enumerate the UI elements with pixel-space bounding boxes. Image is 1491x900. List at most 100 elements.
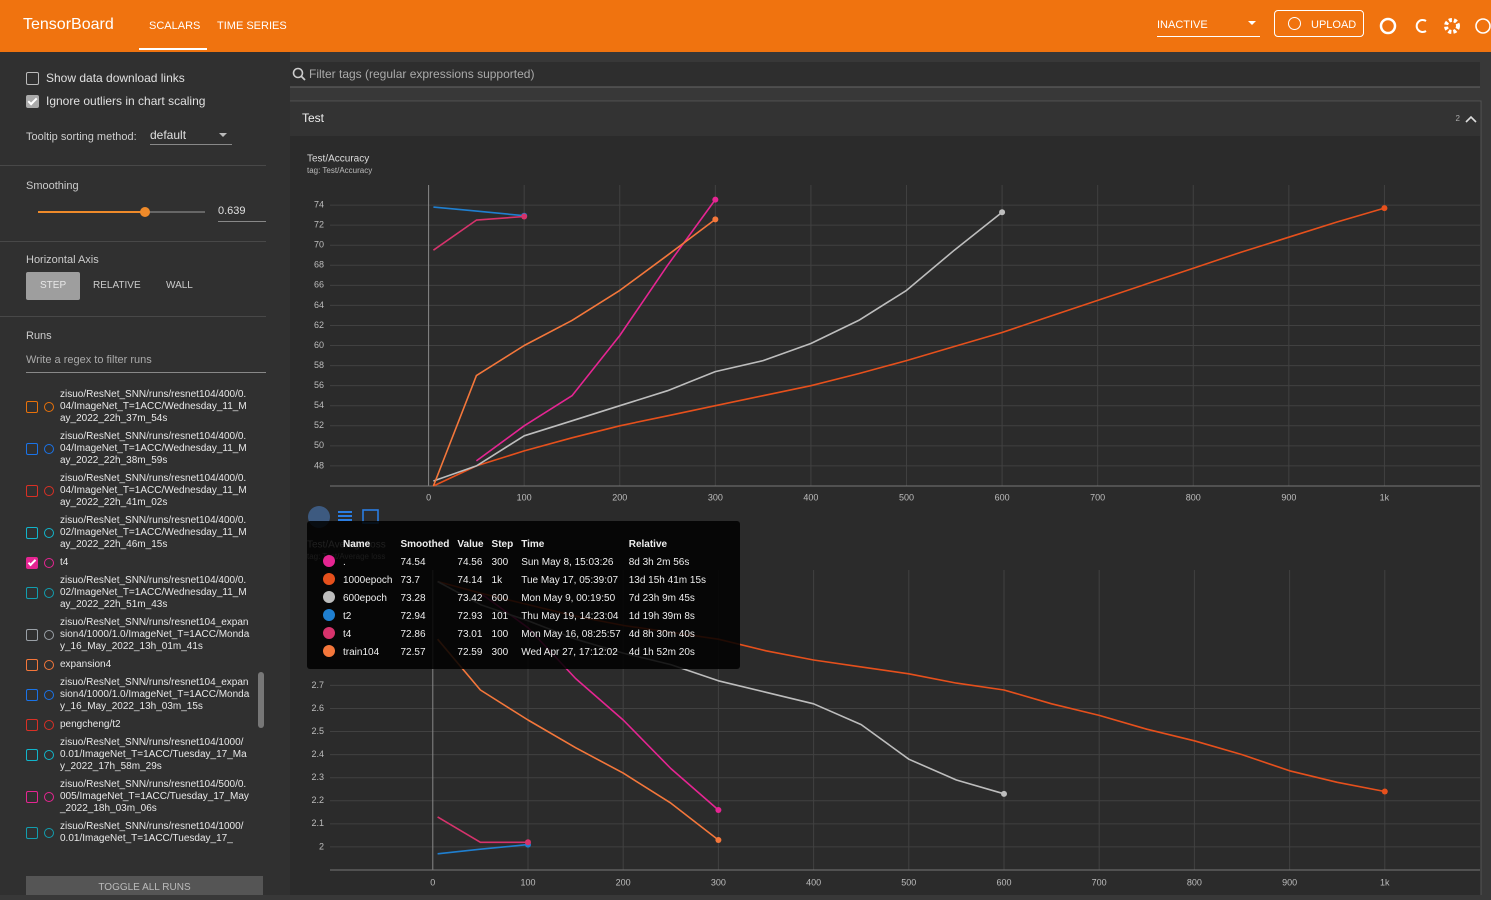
- series-end-point: [525, 839, 531, 846]
- tooltip-cell: 74.54: [400, 556, 426, 568]
- x-tick-label: 600: [995, 492, 1010, 502]
- axis-option[interactable]: WALL: [166, 280, 193, 291]
- tooltip-color: [323, 590, 335, 603]
- run-item[interactable]: zisuo/ResNet_SNN/runs/resnet104/400/0.02…: [26, 572, 266, 614]
- group-header[interactable]: [290, 102, 1480, 136]
- tooltip-header-cell: Step: [491, 538, 514, 550]
- axis-option[interactable]: STEP: [26, 272, 81, 300]
- run-name: zisuo/ResNet_SNN/runs/resnet104_expansio…: [60, 617, 250, 652]
- theme-icon[interactable]: [1379, 17, 1397, 35]
- info-icon: [1288, 17, 1301, 30]
- y-tick-label: 2.3: [311, 772, 324, 782]
- upload-label: UPLOAD: [1311, 19, 1357, 31]
- collapse-icon[interactable]: [1465, 115, 1477, 123]
- tooltip-cell: 72.57: [400, 646, 426, 658]
- run-item[interactable]: zisuo/ResNet_SNN/runs/resnet104/400/0.04…: [26, 386, 266, 428]
- tooltip-cell: Tue May 17, 05:39:07: [521, 574, 619, 586]
- smoothing-input[interactable]: 0.639: [218, 205, 266, 222]
- run-color: [44, 660, 54, 670]
- group-count: 2: [1456, 114, 1461, 123]
- run-checkbox[interactable]: [26, 827, 38, 839]
- run-item[interactable]: zisuo/ResNet_SNN/runs/resnet104/500/0.00…: [26, 776, 266, 818]
- tooltip-cell: Mon May 16, 08:25:57: [521, 628, 621, 640]
- tooltip-cell: 101: [491, 610, 509, 622]
- run-checkbox[interactable]: [26, 749, 38, 761]
- toggle-log-icon[interactable]: [338, 511, 352, 513]
- slider-thumb[interactable]: [139, 207, 150, 217]
- x-tick-label: 800: [1186, 492, 1201, 502]
- tab[interactable]: SCALARS: [149, 20, 201, 32]
- tooltip-sort-select[interactable]: default: [150, 128, 232, 145]
- reload-icon[interactable]: [1415, 19, 1427, 33]
- run-checkbox[interactable]: [26, 689, 38, 701]
- settings-icon[interactable]: [1444, 18, 1460, 34]
- y-tick-label: 64: [314, 300, 324, 310]
- x-tick-label: 100: [520, 877, 535, 887]
- tooltip-sort-value: default: [150, 128, 187, 142]
- x-tick-label: 100: [517, 492, 532, 502]
- series-end-point: [712, 196, 719, 203]
- dropdown-arrow: [219, 133, 227, 137]
- run-color: [44, 828, 54, 838]
- run-item[interactable]: zisuo/ResNet_SNN/runs/resnet104/1000/0.0…: [26, 818, 266, 848]
- tab[interactable]: TIME SERIES: [217, 20, 287, 32]
- runs-filter[interactable]: Write a regex to filter runs: [26, 354, 266, 373]
- run-item[interactable]: pengcheng/t2: [26, 716, 266, 734]
- tooltip-cell: [319, 589, 339, 607]
- series-line: [433, 207, 1385, 487]
- tooltip-cell: 4d 8h 30m 40s: [628, 628, 695, 640]
- help-icon[interactable]: [1475, 18, 1491, 34]
- run-checkbox[interactable]: [26, 527, 38, 539]
- run-item[interactable]: zisuo/ResNet_SNN/runs/resnet104_expansio…: [26, 614, 266, 656]
- toolbar-icons: [1379, 17, 1491, 35]
- toggle-all-runs-button[interactable]: TOGGLE ALL RUNS: [26, 876, 263, 895]
- search-icon: [292, 67, 304, 79]
- axis-option[interactable]: RELATIVE: [93, 280, 141, 291]
- run-item[interactable]: expansion4: [26, 656, 266, 674]
- tooltip-row: 600epoch 73.28 73.42 600 Mon May 9, 00:19:50…: [319, 589, 710, 607]
- run-item[interactable]: zisuo/ResNet_SNN/runs/resnet104/1000/0.0…: [26, 734, 266, 776]
- toggle-log-icon-bar: [338, 515, 352, 517]
- tooltip-row: 1000epoch 73.7 74.14 1k Tue May 17, 05:39:07…: [319, 571, 710, 589]
- chart-tooltip: Name Smoothed Value Step Time Relative. 74.54 7…: [307, 521, 740, 669]
- run-checkbox[interactable]: [26, 719, 38, 731]
- upload-button[interactable]: UPLOAD: [1274, 10, 1364, 37]
- tooltip-cell: 300: [491, 556, 509, 568]
- x-tick-label: 1k: [1380, 492, 1390, 502]
- tooltip-cell: 72.93: [457, 610, 483, 622]
- series-line: [437, 843, 529, 855]
- run-item[interactable]: zisuo/ResNet_SNN/runs/resnet104/400/0.02…: [26, 512, 266, 554]
- search-icon-handle: [300, 75, 306, 81]
- run-checkbox[interactable]: [26, 629, 38, 641]
- run-item[interactable]: zisuo/ResNet_SNN/runs/resnet104_expansio…: [26, 674, 266, 716]
- run-color: [44, 402, 54, 412]
- run-item[interactable]: t4: [26, 554, 266, 572]
- series-end-point: [1381, 205, 1388, 212]
- y-tick-label: 72: [314, 220, 324, 230]
- tooltip-header-cell: Relative: [628, 538, 668, 550]
- run-checkbox[interactable]: [26, 443, 38, 455]
- series-end-point: [999, 209, 1006, 216]
- group-title: Test: [302, 111, 325, 125]
- tag-filter-box[interactable]: [290, 62, 1480, 87]
- run-checkbox[interactable]: [26, 485, 38, 497]
- run-checkbox[interactable]: [26, 659, 38, 671]
- plugin-select[interactable]: INACTIVE: [1157, 19, 1260, 37]
- run-checkbox[interactable]: [26, 791, 38, 803]
- checkbox[interactable]: [26, 95, 39, 108]
- option-label: Ignore outliers in chart scaling: [46, 94, 206, 108]
- x-tick-label: 400: [806, 877, 821, 887]
- tooltip-header-cell: [319, 535, 339, 553]
- x-tick-label: 700: [1092, 877, 1107, 887]
- y-tick-label: 2.2: [311, 795, 324, 805]
- run-name: zisuo/ResNet_SNN/runs/resnet104/400/0.04…: [60, 389, 247, 424]
- tooltip-cell: [319, 571, 339, 589]
- checkbox[interactable]: [26, 72, 39, 85]
- tooltip-name: 1000epoch: [343, 574, 393, 586]
- run-item[interactable]: zisuo/ResNet_SNN/runs/resnet104/400/0.04…: [26, 428, 266, 470]
- run-item[interactable]: zisuo/ResNet_SNN/runs/resnet104/400/0.04…: [26, 470, 266, 512]
- run-checkbox[interactable]: [26, 587, 38, 599]
- run-checkbox[interactable]: [26, 401, 38, 413]
- run-checkbox[interactable]: [26, 557, 38, 569]
